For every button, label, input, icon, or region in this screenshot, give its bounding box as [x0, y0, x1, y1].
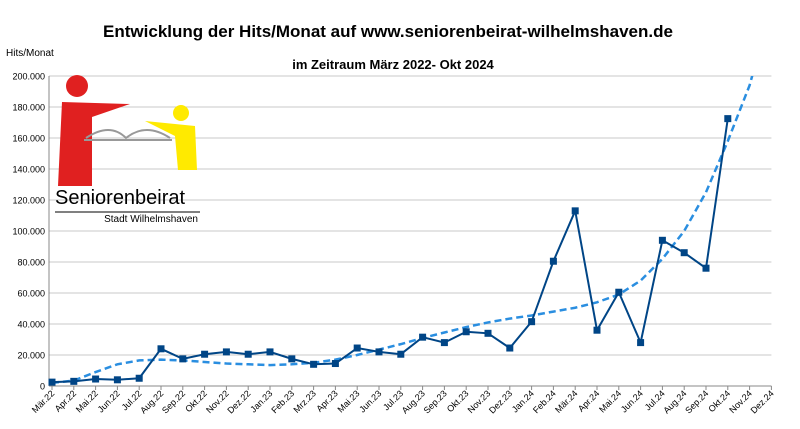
- data-point: [702, 264, 710, 272]
- data-point: [353, 344, 361, 352]
- data-point: [528, 318, 536, 326]
- x-tick-label: Apr.22: [53, 388, 78, 413]
- x-tick-label: Jun.22: [96, 388, 122, 414]
- y-tick-label: 80.000: [17, 258, 45, 268]
- logo-figure-red: [58, 102, 130, 186]
- x-tick-label: Aug.22: [138, 388, 165, 415]
- data-point: [244, 350, 252, 358]
- logo-subname: Stadt Wilhelmshaven: [104, 214, 198, 225]
- data-point: [637, 339, 645, 347]
- data-point: [288, 355, 296, 363]
- x-tick-label: Mär.24: [553, 388, 580, 415]
- y-tick-label: 140.000: [12, 165, 45, 175]
- x-tick-label: Feb.23: [269, 388, 296, 415]
- y-tick-label: 0: [40, 382, 45, 392]
- x-tick-label: Jun.23: [357, 388, 383, 414]
- x-tick-label: Aug.24: [661, 388, 688, 415]
- logo-figure-yellow: [145, 121, 197, 170]
- x-tick-label: Mär.22: [30, 388, 57, 415]
- data-point: [135, 374, 143, 382]
- data-point: [571, 207, 579, 215]
- data-point: [506, 344, 514, 352]
- data-point: [375, 348, 383, 356]
- data-point: [484, 329, 492, 337]
- logo-name: Seniorenbeirat: [55, 187, 186, 209]
- data-point: [440, 339, 448, 347]
- data-point: [397, 350, 405, 358]
- logo-head-yellow: [173, 105, 189, 121]
- x-tick-label: Dez.24: [749, 388, 776, 415]
- x-tick-label: Mai.24: [597, 388, 623, 414]
- y-tick-label: 20.000: [17, 351, 45, 361]
- logo: Seniorenbeirat Stadt Wilhelmshaven: [55, 75, 200, 225]
- y-tick-label: 120.000: [12, 196, 45, 206]
- y-tick-label: 60.000: [17, 289, 45, 299]
- data-point: [462, 328, 470, 336]
- y-tick-label: 180.000: [12, 103, 45, 113]
- data-point: [593, 326, 601, 334]
- x-tick-label: Apr.24: [576, 388, 601, 413]
- trend-line: [51, 76, 754, 385]
- data-point: [48, 378, 56, 386]
- x-tick-label: Apr.23: [314, 388, 339, 413]
- y-tick-label: 100.000: [12, 227, 45, 237]
- x-tick-label: Aug.23: [400, 388, 427, 415]
- data-line: [51, 118, 729, 384]
- data-point: [266, 348, 274, 356]
- x-tick-label: Mai.23: [335, 388, 361, 414]
- y-tick-label: 160.000: [12, 134, 45, 144]
- data-point: [658, 236, 666, 244]
- data-point: [331, 360, 339, 368]
- data-point: [201, 350, 209, 358]
- data-point: [310, 360, 318, 368]
- x-tick-label: Jun.24: [619, 388, 645, 414]
- x-tick-label: Dez.22: [225, 388, 252, 415]
- data-point: [549, 257, 557, 265]
- x-tick-label: Feb.24: [531, 388, 558, 415]
- x-tick-label: Mrz.23: [291, 388, 318, 415]
- x-tick-label: Sep.22: [160, 388, 187, 415]
- x-tick-label: Sep.23: [422, 388, 449, 415]
- data-point: [70, 377, 78, 385]
- x-tick-label: Mai.22: [74, 388, 100, 414]
- chart-title: Entwicklung der Hits/Monat auf www.senio…: [103, 22, 673, 41]
- data-point: [157, 345, 165, 353]
- logo-bridge: [85, 129, 171, 140]
- data-point: [92, 375, 100, 383]
- x-tick-label: Dez.23: [487, 388, 514, 415]
- data-point: [615, 288, 623, 296]
- data-point: [179, 355, 187, 363]
- y-tick-label: 40.000: [17, 320, 45, 330]
- data-point: [680, 249, 688, 257]
- data-point: [222, 348, 230, 356]
- data-point: [419, 333, 427, 341]
- x-tick-label: Sep.24: [683, 388, 710, 415]
- logo-head-red: [66, 75, 88, 97]
- data-point: [724, 115, 732, 123]
- y-axis-label: Hits/Monat: [6, 48, 54, 59]
- plot: [48, 76, 754, 386]
- chart-subtitle: im Zeitraum März 2022- Okt 2024: [292, 57, 494, 72]
- y-tick-label: 200.000: [12, 72, 45, 82]
- data-point: [113, 376, 121, 384]
